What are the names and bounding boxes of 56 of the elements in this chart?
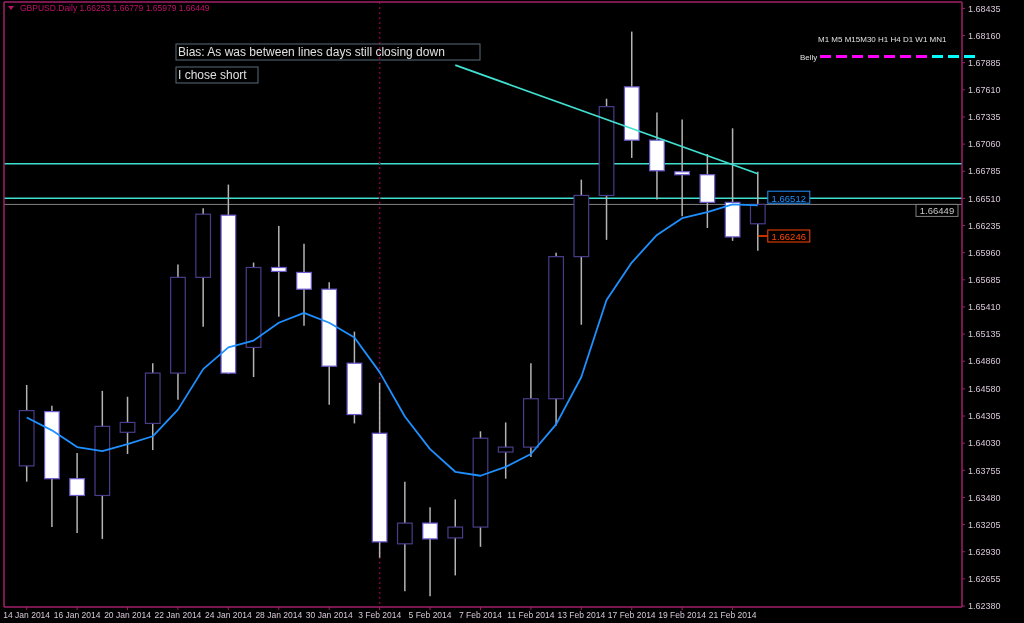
y-tick-label: 1.65685: [968, 275, 1001, 286]
y-tick-label: 1.66785: [968, 166, 1001, 177]
candlestick: [270, 225, 287, 318]
x-tick-label: 20 Jan 2014: [104, 610, 152, 620]
text: Belly: [800, 53, 818, 62]
y-tick-label: 1.66510: [968, 193, 1001, 204]
y-tick-label: 1.65410: [968, 302, 1001, 313]
y-tick-label: 1.64860: [968, 356, 1001, 367]
ref-line-label: 1.66512: [771, 192, 806, 204]
annotation: Bias: As was between lines days still closing down: [178, 45, 445, 59]
candlestick: [422, 506, 438, 597]
y-tick-label: 1.68160: [968, 30, 1001, 41]
text: 1.66246: [771, 230, 806, 242]
x-tick-label: 11 Feb 2014: [507, 610, 555, 620]
y-tick-label: 1.67885: [968, 57, 1001, 68]
candlestick: [119, 396, 136, 455]
candlestick: [296, 243, 312, 327]
x-tick-label: 13 Feb 2014: [557, 610, 606, 620]
x-tick-label: 21 Feb 2014: [708, 610, 757, 620]
y-tick-label: 1.67610: [968, 85, 1001, 96]
y-tick-label: 1.63755: [968, 465, 1001, 476]
y-tick-label: 1.63480: [968, 492, 1001, 503]
y-tick-label: 1.68435: [968, 3, 1001, 14]
candlestick: [674, 118, 691, 217]
x-tick-label: 30 Jan 2014: [305, 610, 353, 620]
x-tick-label: 19 Feb 2014: [658, 610, 707, 620]
candlestick: [749, 171, 766, 252]
y-tick-label: 1.62380: [968, 601, 1001, 612]
x-tick-label: 17 Feb 2014: [607, 610, 656, 620]
y-tick-label: 1.67335: [968, 112, 1001, 123]
y-tick-label: 1.64305: [968, 411, 1001, 422]
y-tick-label: 1.64580: [968, 384, 1001, 395]
y-tick-label: 1.65960: [968, 247, 1001, 258]
y-tick-label: 1.67060: [968, 139, 1001, 150]
candlestick: [497, 421, 514, 480]
x-tick-label: 22 Jan 2014: [154, 610, 202, 620]
x-tick-label: 24 Jan 2014: [204, 610, 253, 620]
y-tick-label: 1.64030: [968, 438, 1001, 449]
x-tick-label: 5 Feb 2014: [408, 610, 452, 620]
x-tick-label: 16 Jan 2014: [53, 610, 101, 620]
candlestick: [69, 452, 86, 534]
text: M1 M5 M15M30 H1 H4 D1 W1 MN1: [818, 35, 948, 44]
chart-title: GBPUSD.Daily 1.66253 1.66779 1.65979 1.66449: [20, 3, 210, 13]
y-tick-label: 1.66235: [968, 220, 1001, 231]
x-tick-label: 3 Feb 2014: [358, 610, 402, 620]
x-tick-label: 14 Jan 2014: [3, 610, 51, 620]
candlestick: [447, 498, 464, 577]
y-tick-label: 1.62930: [968, 546, 1001, 557]
y-tick-label: 1.62655: [968, 574, 1001, 585]
y-tick-label: 1.65135: [968, 329, 1001, 340]
x-tick-label: 28 Jan 2014: [255, 610, 303, 620]
ref-line-label: 1.66449: [919, 205, 955, 217]
annotation: I chose short: [178, 68, 248, 82]
x-tick-label: 7 Feb 2014: [458, 610, 503, 620]
y-tick-label: 1.63205: [968, 519, 1001, 530]
candlestick: [396, 480, 413, 592]
